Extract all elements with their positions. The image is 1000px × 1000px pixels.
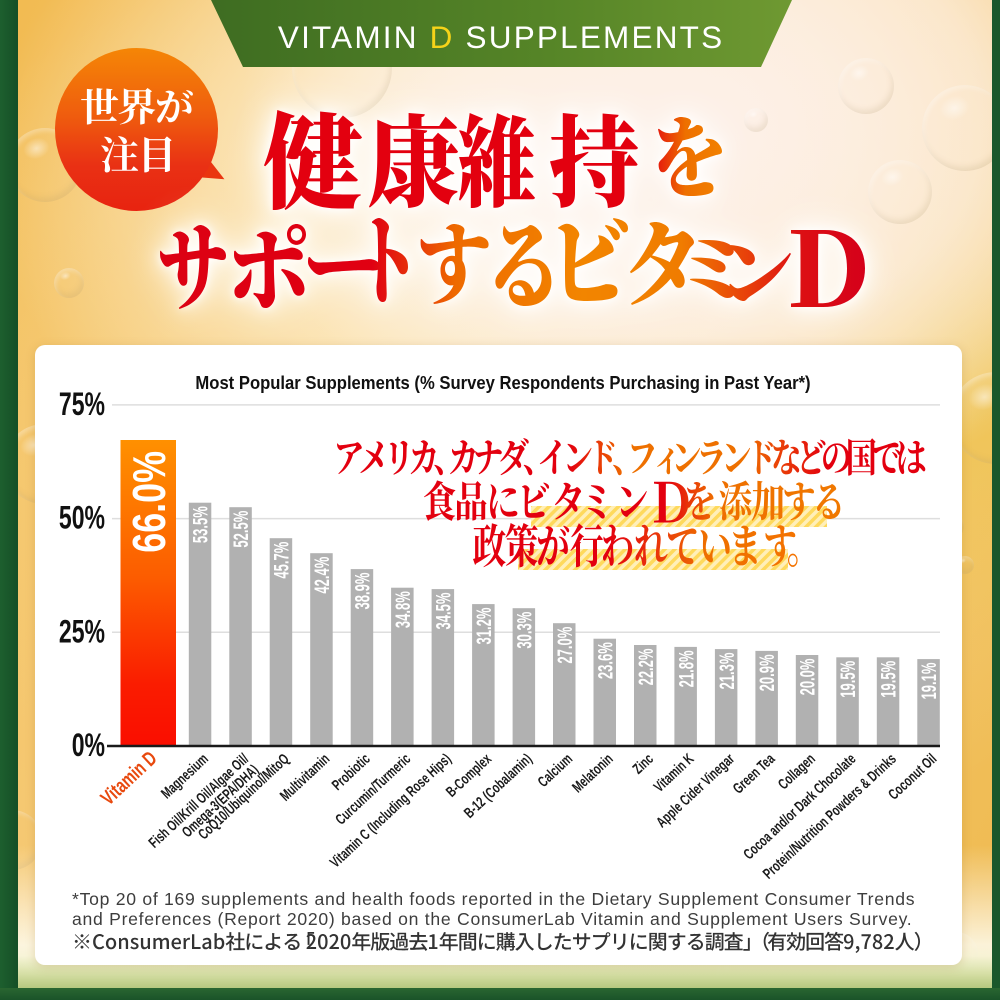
- svg-text:66.0%: 66.0%: [124, 451, 175, 553]
- svg-text:*Top 20 of 169 supplements and: *Top 20 of 169 supplements and health fo…: [72, 889, 915, 909]
- svg-text:Melatonin: Melatonin: [569, 750, 617, 796]
- svg-text:and Preferences (Report 2020): and Preferences (Report 2020) based on t…: [72, 909, 912, 929]
- svg-text:25%: 25%: [59, 614, 105, 650]
- svg-text:20.0%: 20.0%: [795, 658, 819, 695]
- svg-text:23.6%: 23.6%: [593, 642, 617, 679]
- svg-text:19.5%: 19.5%: [876, 660, 900, 697]
- svg-text:31.2%: 31.2%: [472, 607, 496, 644]
- svg-text:50%: 50%: [59, 500, 105, 536]
- svg-text:34.8%: 34.8%: [391, 591, 415, 628]
- svg-text:52.5%: 52.5%: [229, 510, 253, 547]
- svg-text:27.0%: 27.0%: [553, 626, 577, 663]
- svg-text:Vitamin D: Vitamin D: [96, 747, 161, 810]
- svg-text:53.5%: 53.5%: [188, 506, 212, 543]
- svg-text:21.8%: 21.8%: [674, 650, 698, 687]
- svg-text:38.9%: 38.9%: [350, 572, 374, 609]
- svg-text:Green Tea: Green Tea: [729, 749, 778, 797]
- svg-text:19.1%: 19.1%: [917, 662, 941, 699]
- svg-text:Zinc: Zinc: [629, 750, 657, 777]
- svg-text:34.5%: 34.5%: [431, 592, 455, 629]
- svg-text:21.3%: 21.3%: [715, 652, 739, 689]
- svg-text:45.7%: 45.7%: [269, 541, 293, 578]
- svg-text:42.4%: 42.4%: [310, 556, 334, 593]
- svg-text:20.9%: 20.9%: [755, 654, 779, 691]
- svg-text:19.5%: 19.5%: [836, 660, 860, 697]
- svg-text:0%: 0%: [72, 727, 105, 763]
- svg-text:75%: 75%: [59, 386, 105, 422]
- svg-text:22.2%: 22.2%: [634, 648, 658, 685]
- svg-text:Most Popular Supplements (% Su: Most Popular Supplements (% Survey Respo…: [195, 372, 810, 393]
- svg-text:30.3%: 30.3%: [512, 611, 536, 648]
